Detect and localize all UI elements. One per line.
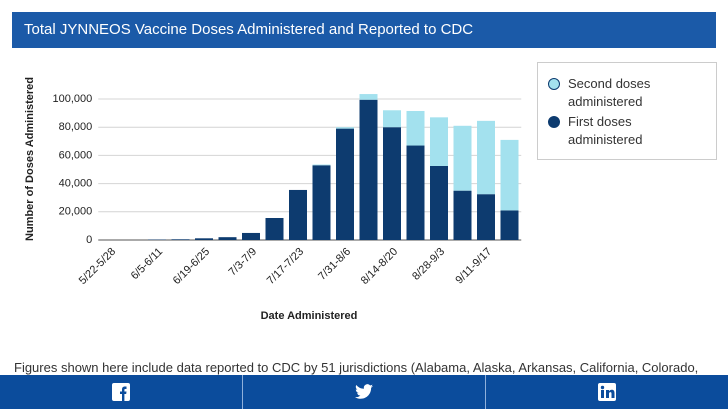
y-tick-label: 60,000 (59, 149, 93, 161)
bar-segment (195, 238, 213, 240)
chart: Number of Doses Administered Date Admini… (24, 77, 522, 322)
bar-segment (500, 139, 519, 211)
y-tick-label: 100,000 (52, 93, 92, 105)
share-bar (0, 375, 728, 409)
bar-segment (477, 194, 495, 240)
legend-label: First doses administered (568, 114, 643, 147)
y-tick-label: 0 (86, 234, 92, 246)
legend-label: Second doses administered (568, 76, 651, 109)
twitter-icon (355, 384, 373, 399)
bar-segment (312, 165, 331, 240)
facebook-button[interactable] (0, 375, 243, 409)
chart-header: Total JYNNEOS Vaccine Doses Administered… (12, 12, 716, 48)
x-tick-label: 8/28-9/3 (410, 246, 447, 283)
twitter-button[interactable] (243, 375, 486, 409)
bar-segment (406, 145, 425, 240)
bar-segment (289, 189, 307, 240)
bar-segment (359, 99, 378, 240)
bar-segment (383, 110, 401, 128)
linkedin-icon (598, 383, 616, 401)
linkedin-button[interactable] (486, 375, 728, 409)
bar-segment (218, 237, 237, 240)
bar-segment (242, 232, 260, 240)
bar-segment (171, 239, 190, 240)
x-tick-label: 6/19-6/25 (171, 246, 212, 287)
y-tick-label: 20,000 (59, 206, 93, 218)
bar-segment (430, 117, 448, 166)
legend-swatch (548, 78, 560, 90)
bar-segment (336, 128, 354, 240)
bar-segment (336, 127, 354, 129)
x-tick-label: 7/17-7/23 (265, 246, 306, 287)
y-axis-title: Number of Doses Administered (24, 77, 36, 241)
bar-segment (359, 94, 378, 100)
bar-segment (500, 210, 519, 240)
x-axis-title: Date Administered (261, 310, 358, 322)
x-tick-label: 7/31-8/6 (316, 246, 353, 283)
legend: Second doses administered First doses adm… (537, 62, 717, 160)
bar-segment (453, 190, 472, 240)
x-tick-label: 8/14-8/20 (359, 246, 400, 287)
bar-segment (312, 164, 331, 166)
x-tick-label: 6/5-6/11 (129, 246, 165, 282)
legend-swatch (548, 116, 560, 128)
y-tick-label: 40,000 (59, 178, 93, 190)
y-tick-label: 80,000 (59, 121, 93, 133)
x-tick-label: 5/22-5/28 (77, 246, 118, 287)
legend-item[interactable]: First doses administered (548, 113, 706, 149)
bar-segment (383, 127, 401, 240)
bar-segment (406, 110, 425, 146)
x-tick-label: 9/11-9/17 (453, 246, 494, 287)
facebook-icon (112, 383, 130, 401)
legend-item[interactable]: Second doses administered (548, 75, 706, 111)
bar-segment (430, 165, 448, 240)
footer-text: Figures shown here include data reported… (14, 360, 699, 375)
bar-segment (453, 125, 472, 191)
x-tick-label: 7/3-7/9 (226, 246, 259, 279)
bar-segment (265, 218, 284, 240)
bar-segment (477, 120, 495, 195)
